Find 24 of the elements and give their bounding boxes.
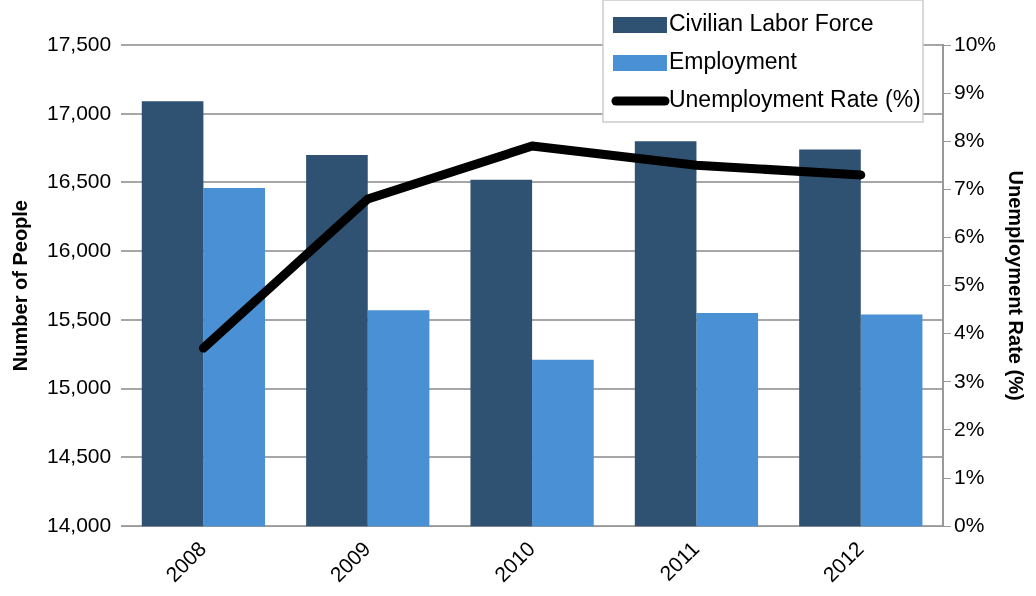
legend-label: Civilian Labor Force xyxy=(668,10,874,37)
legend-label: Unemployment Rate (%) xyxy=(668,86,921,113)
y2-tick-label: 4% xyxy=(953,320,985,344)
y-tick-label: 17,000 xyxy=(47,100,112,124)
y2-tick-label: 8% xyxy=(953,128,985,152)
y2-tick-label: 7% xyxy=(953,176,985,200)
y-tick-label: 15,000 xyxy=(47,375,112,399)
y2-tick-label: 10% xyxy=(953,31,996,55)
y-axis-title: Number of People xyxy=(8,200,31,372)
y2-tick-label: 2% xyxy=(953,416,985,440)
y-tick-label: 17,500 xyxy=(47,31,112,55)
y-tick-label: 16,500 xyxy=(47,169,112,193)
y2-tick-label: 3% xyxy=(953,368,985,392)
y2-tick-label: 9% xyxy=(953,79,985,103)
y-tick-label: 15,500 xyxy=(47,306,112,330)
y2-tick-label: 6% xyxy=(953,224,985,248)
y-tick-label: 16,000 xyxy=(47,238,112,261)
y2-tick-label: 5% xyxy=(953,272,985,296)
y2-tick-label: 1% xyxy=(953,464,985,488)
legend-label: Employment xyxy=(668,48,798,75)
y2-tick-label: 0% xyxy=(953,512,985,536)
y-tick-label: 14,000 xyxy=(47,512,112,536)
y2-axis-title: Unemployment Rate (%) xyxy=(1005,170,1028,401)
y-tick-label: 14,500 xyxy=(47,444,112,468)
